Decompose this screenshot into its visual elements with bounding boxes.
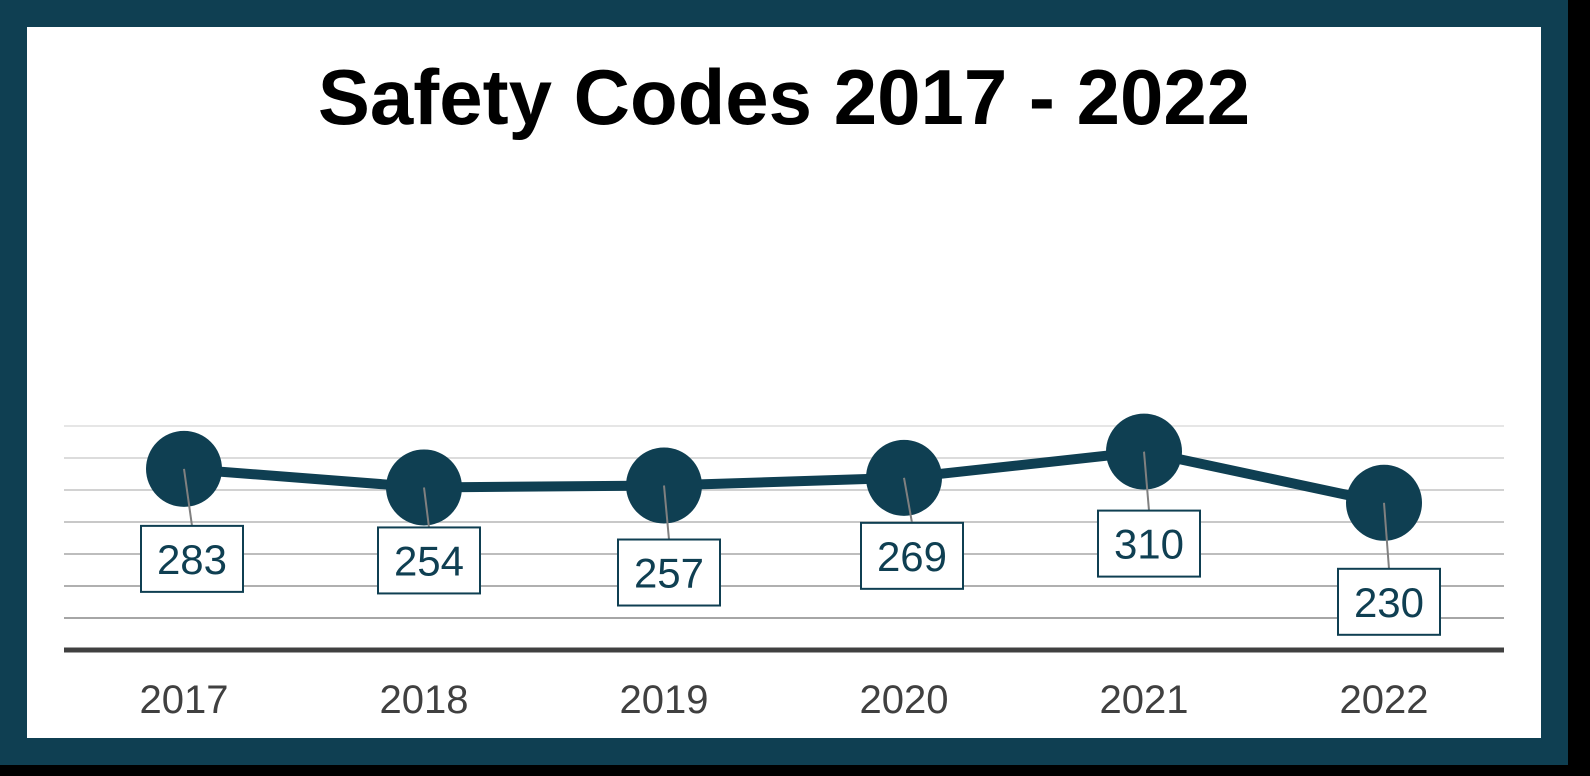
data-label: 310: [1097, 451, 1201, 578]
data-labels: 283 254 257 269 310 230: [140, 451, 1441, 636]
data-label-text: 230: [1354, 579, 1424, 626]
chart-panel: [27, 27, 1541, 738]
data-label: 254: [377, 487, 481, 595]
data-label-box: [860, 521, 964, 590]
data-label-box: [1337, 567, 1441, 636]
x-tick-label: 2021: [1100, 678, 1189, 722]
data-label-text: 254: [394, 537, 464, 584]
chart-title: Safety Codes 2017 - 2022: [318, 53, 1250, 141]
data-label: 269: [860, 477, 964, 590]
data-label-leader: [1143, 451, 1150, 511]
data-label-text: 310: [1114, 521, 1184, 568]
x-tick-label: 2017: [140, 678, 229, 722]
data-label-leader: [903, 477, 913, 524]
x-tick-label: 2022: [1340, 678, 1429, 722]
x-tick-label: 2020: [860, 678, 949, 722]
data-label: 257: [617, 485, 721, 607]
x-tick-label: 2019: [620, 678, 709, 722]
x-axis: 2017 2018 2019 2020 2021 2022: [64, 647, 1504, 722]
data-label: 230: [1337, 502, 1441, 636]
gridlines: [64, 425, 1504, 619]
data-label-box: [617, 538, 721, 607]
data-label-text: 283: [157, 536, 227, 583]
data-label-leader: [183, 468, 193, 527]
data-label-leader: [423, 487, 430, 528]
data-label-box: [1097, 509, 1201, 578]
series-polyline: [179, 446, 1389, 508]
data-label-text: 269: [877, 533, 947, 580]
data-label-box: [377, 526, 481, 595]
x-tick-label: 2018: [380, 678, 469, 722]
data-label: 283: [140, 468, 244, 593]
data-label-box: [140, 524, 244, 593]
data-label-text: 257: [634, 550, 704, 597]
data-label-leader: [1383, 502, 1390, 569]
data-point-marker: [866, 439, 942, 516]
data-label-leader: [663, 485, 670, 540]
